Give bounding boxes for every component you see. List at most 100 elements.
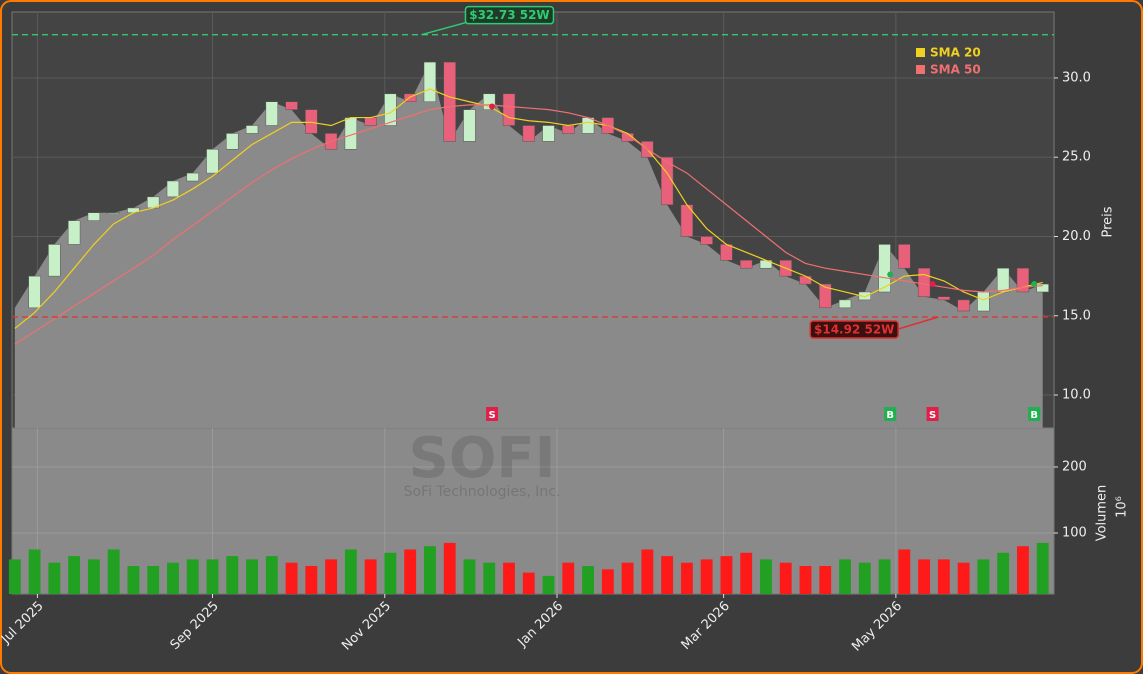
candle xyxy=(838,299,852,309)
volume-bar xyxy=(423,546,436,594)
volume-bar xyxy=(621,562,634,594)
candle xyxy=(87,212,101,221)
candle xyxy=(48,244,61,277)
volume-bar xyxy=(28,549,41,594)
legend-label: SMA 50 xyxy=(930,63,981,77)
volume-bar xyxy=(799,566,812,594)
volume-bar xyxy=(641,549,654,594)
legend-swatch xyxy=(916,65,925,74)
volume-bar xyxy=(542,575,555,594)
volume-bar xyxy=(384,552,397,594)
candle xyxy=(463,109,476,142)
candle xyxy=(285,101,298,110)
y-axis-label: Preis xyxy=(1101,206,1116,237)
volume-bar xyxy=(700,559,713,594)
volume-bar xyxy=(898,549,911,594)
candle xyxy=(937,296,951,301)
volume-bar xyxy=(364,559,377,594)
signal-label: S xyxy=(488,410,495,421)
y-tick-label: 25.0 xyxy=(1062,150,1091,165)
candle xyxy=(245,125,259,134)
candle xyxy=(977,291,990,312)
y-tick-label: 30.0 xyxy=(1062,70,1091,85)
y-tick-label: 20.0 xyxy=(1062,229,1091,244)
volume-bar xyxy=(760,559,772,594)
signal-marker xyxy=(486,407,499,421)
candle xyxy=(700,236,713,245)
volume-bar xyxy=(404,549,417,594)
signal-point xyxy=(489,103,496,110)
candle xyxy=(483,93,496,110)
candle xyxy=(957,299,970,312)
y-axis-exponent: 10⁶ xyxy=(1115,496,1130,518)
candle xyxy=(1036,283,1049,293)
sma-line xyxy=(14,104,1043,345)
volume-bar xyxy=(957,562,970,594)
volume-bar xyxy=(839,559,851,594)
volume-bar xyxy=(503,562,515,594)
volume-bar xyxy=(87,559,100,594)
volume-bar xyxy=(147,566,160,594)
legend-label: SMA 20 xyxy=(930,46,981,60)
annotation-box xyxy=(464,5,555,25)
volume-bar xyxy=(206,559,219,594)
signal-label: B xyxy=(886,410,894,421)
volume-bar xyxy=(858,562,871,594)
candle xyxy=(878,244,891,293)
annotation-text: $14.92 52W xyxy=(814,323,894,337)
annotation-text: $32.73 52W xyxy=(469,8,549,22)
candle xyxy=(403,93,417,102)
volume-bar xyxy=(48,562,61,594)
volume-bar xyxy=(582,566,594,594)
volume-bar xyxy=(740,552,753,594)
candle xyxy=(996,267,1010,293)
volume-bar xyxy=(8,559,21,594)
y-tick-label: 200 xyxy=(1062,459,1087,474)
volume-bar xyxy=(325,559,338,594)
sma-line xyxy=(14,88,1043,329)
candle xyxy=(562,125,575,134)
price-area xyxy=(14,62,1043,428)
candle xyxy=(166,180,180,198)
candle xyxy=(799,275,812,285)
annotation-arrow xyxy=(421,21,466,36)
signal-marker xyxy=(884,407,897,421)
candle xyxy=(502,93,516,126)
y-axis-label: Volumen xyxy=(1095,485,1110,542)
volume-bar xyxy=(522,572,535,594)
candle xyxy=(423,61,437,102)
candle xyxy=(443,61,456,142)
volume-bar xyxy=(720,556,733,594)
y-tick-label: 10.0 xyxy=(1062,388,1091,403)
volume-bar xyxy=(107,549,120,594)
legend-swatch xyxy=(916,48,925,57)
candle xyxy=(206,149,219,174)
annotation-arrow xyxy=(898,316,939,330)
candle xyxy=(522,125,535,142)
volume-bar xyxy=(285,562,298,594)
volume-bar xyxy=(443,542,456,594)
signal-point xyxy=(929,281,936,288)
signal-label: S xyxy=(929,410,936,421)
volume-bar xyxy=(562,562,575,594)
candle xyxy=(542,125,555,142)
watermark-title: SOFI xyxy=(408,426,555,491)
signal-point xyxy=(1031,281,1038,288)
volume-bar xyxy=(1036,542,1049,594)
volume-bar xyxy=(1017,546,1029,594)
candle xyxy=(720,244,733,261)
volume-bar xyxy=(186,559,199,594)
signal-point xyxy=(887,271,894,278)
candle xyxy=(186,172,199,182)
candle xyxy=(581,117,595,134)
y-tick-label: 15.0 xyxy=(1062,308,1091,323)
candle xyxy=(660,156,674,206)
volume-bar xyxy=(680,562,693,594)
candle xyxy=(364,117,377,126)
volume-bar xyxy=(918,559,931,594)
volume-bar xyxy=(226,556,239,594)
volume-bar xyxy=(661,556,674,594)
volume-bar xyxy=(977,559,990,594)
watermark-subtitle: SoFi Technologies, Inc. xyxy=(404,484,561,500)
